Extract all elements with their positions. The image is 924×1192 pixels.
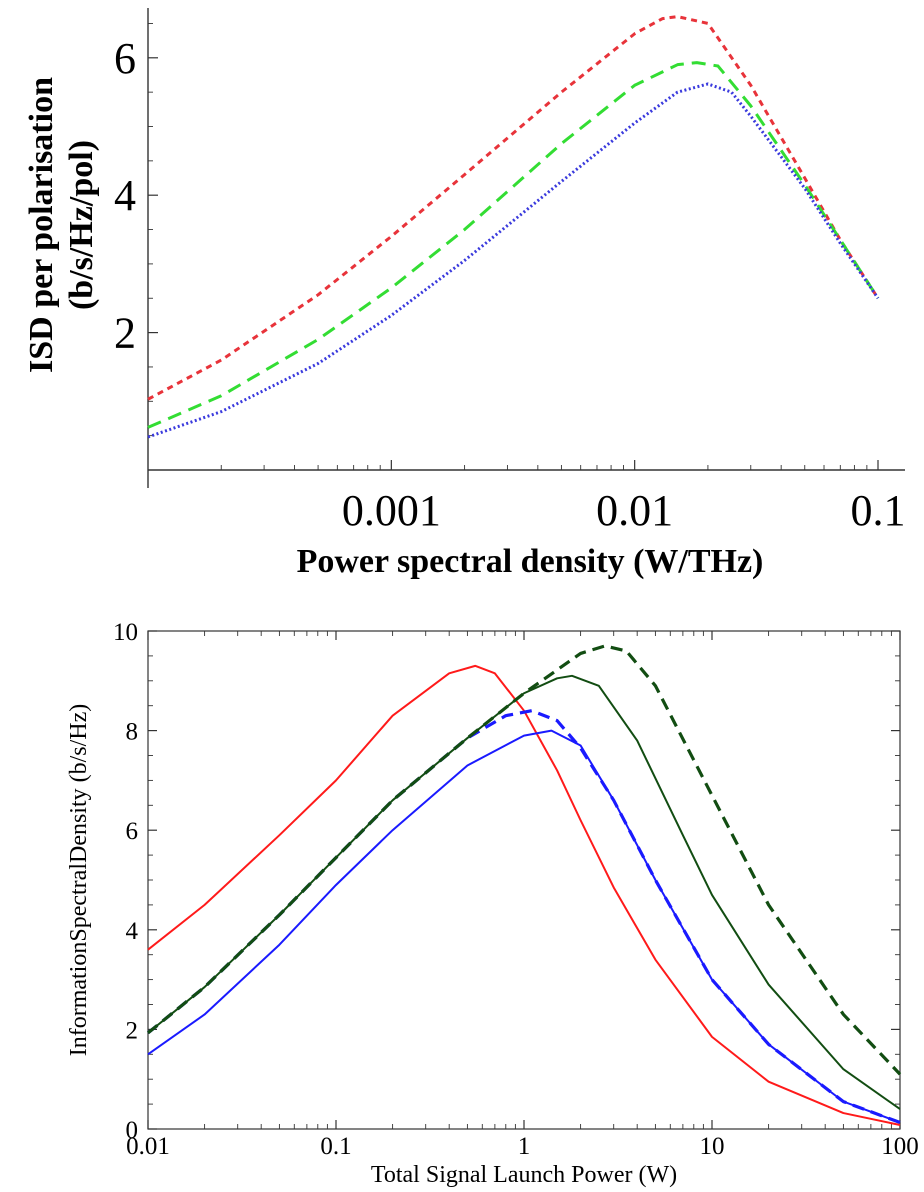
top-y-axis-label-line2: (b/s/Hz/pol): [63, 140, 100, 310]
bottom-x-axis-label: Total Signal Launch Power (W): [371, 1162, 677, 1188]
bottom-series-line-2: [147, 729, 901, 1124]
bottom-y-tick-label-2: 2: [126, 1017, 139, 1044]
top-x-tick-label-2: 0.01: [596, 486, 673, 535]
bottom-y-tick-label-5: 8: [126, 719, 139, 746]
top-y-tick-label-1: 2: [114, 309, 136, 358]
top-ticks: 0.001 0.01 0.1 2 4 6: [114, 23, 906, 535]
top-y-tick-label-2: 4: [114, 171, 136, 220]
top-series-line-3: [147, 82, 880, 439]
bottom-series: [146, 644, 902, 1126]
bottom-y-tick-label-1: 0: [126, 1117, 139, 1144]
top-x-tick-label-3: 0.1: [851, 486, 906, 535]
bottom-series-line-5: [146, 644, 902, 1076]
top-y-axis-label-line1: ISD per polarisation: [23, 77, 60, 373]
top-plot-area: 0.001 0.01 0.1 2 4 6: [114, 8, 906, 535]
bottom-chart: 0.01 0.1 1 10 100 0 2 4 6 8 10 Total Signal Launch…: [66, 619, 919, 1188]
bottom-y-tick-label-4: 6: [126, 818, 139, 845]
top-y-tick-label-3: 6: [114, 34, 136, 83]
bottom-y-axis-label: InformationSpectralDensity (b/s/Hz): [66, 704, 92, 1057]
bottom-x-tick-label-4: 10: [700, 1133, 725, 1160]
top-series: [147, 15, 880, 439]
bottom-x-tick-label-2: 0.1: [320, 1133, 351, 1160]
bottom-ticks: 0.01 0.1 1 10 100 0 2 4 6 8 10: [113, 619, 919, 1160]
bottom-x-tick-label-3: 1: [518, 1133, 531, 1160]
top-series-line-1: [147, 15, 880, 401]
bottom-y-tick-label-3: 4: [126, 918, 139, 945]
top-x-axis-label: Power spectral density (W/THz): [297, 543, 764, 580]
top-series-line-2: [147, 61, 880, 429]
bottom-series-line-3: [146, 709, 901, 1125]
top-chart: 0.001 0.01 0.1 2 4 6 Power spectral density (…: [23, 8, 906, 580]
bottom-series-line-4: [147, 674, 901, 1110]
bottom-plot-frame: [147, 630, 901, 1130]
bottom-x-tick-label-5: 100: [881, 1133, 919, 1160]
top-x-tick-label-1: 0.001: [342, 486, 441, 535]
bottom-x-tick-label-1: 0.01: [126, 1133, 170, 1160]
bottom-y-tick-label-6: 10: [113, 619, 138, 646]
